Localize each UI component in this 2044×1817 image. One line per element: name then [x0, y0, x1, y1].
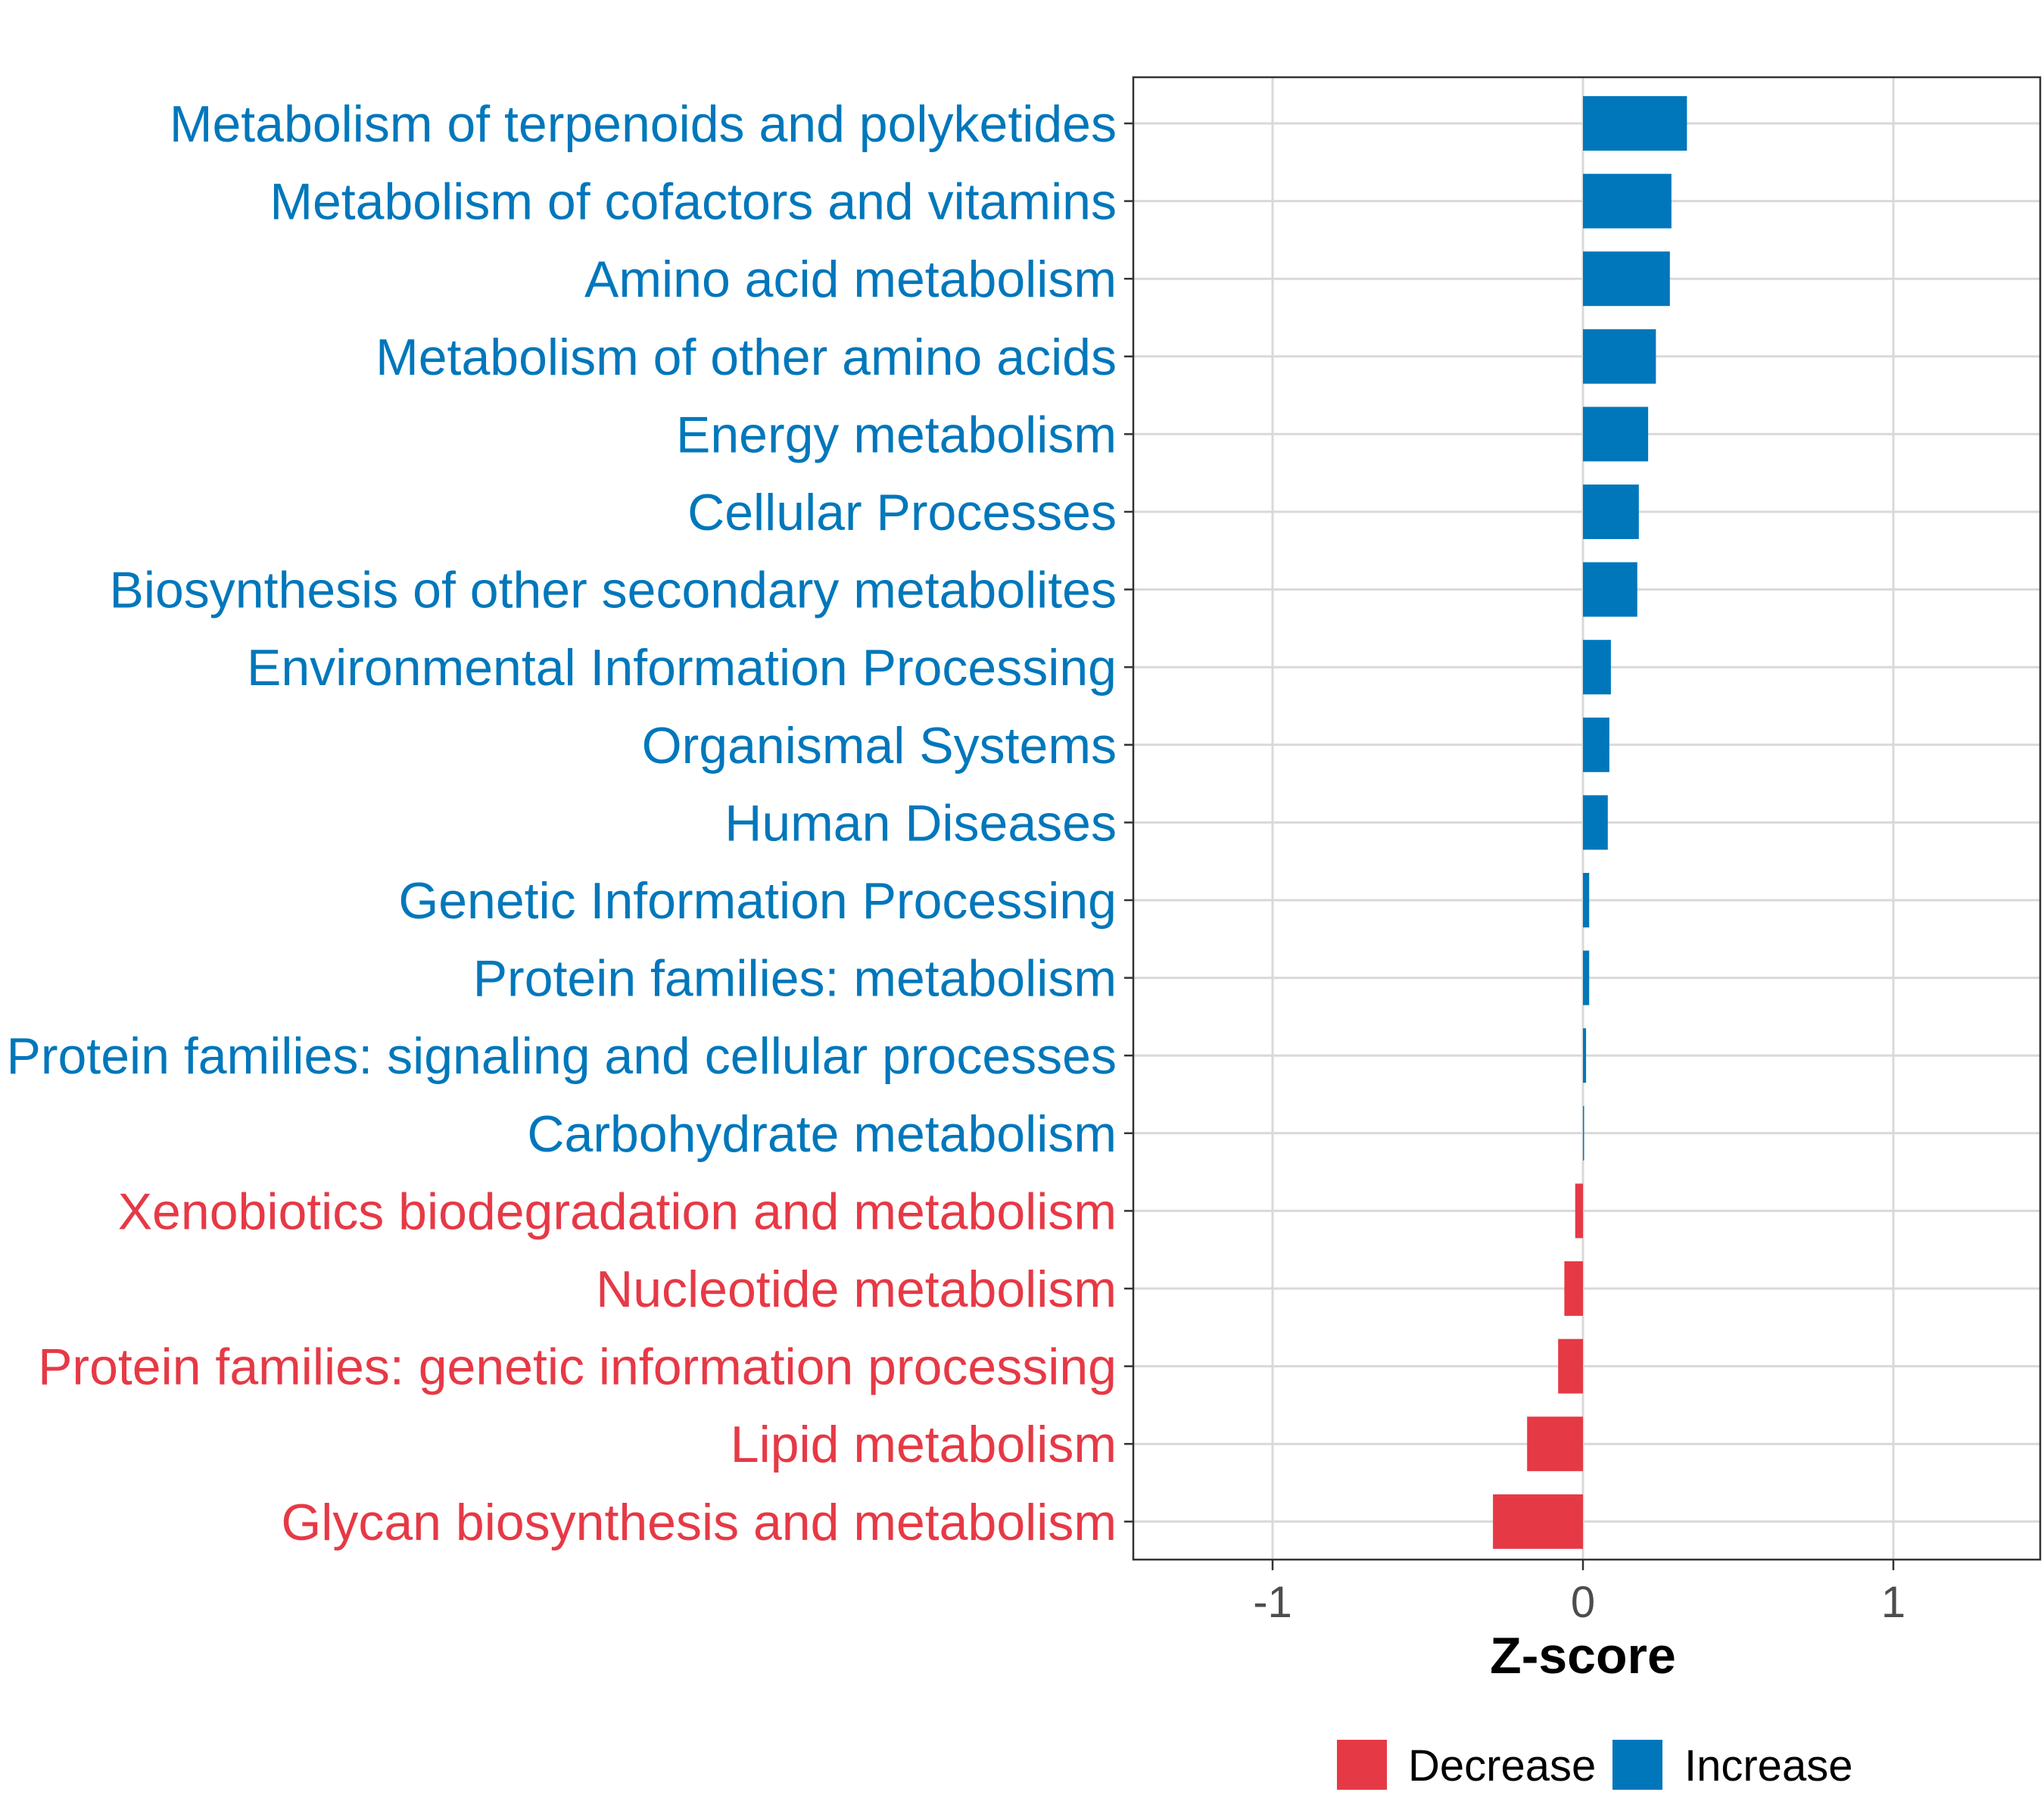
- bar: [1583, 562, 1637, 617]
- x-axis-title: Z-score: [1490, 1627, 1676, 1685]
- category-label: Nucleotide metabolism: [596, 1261, 1117, 1318]
- legend-swatch-decrease: [1337, 1740, 1387, 1790]
- category-label: Cellular Processes: [687, 484, 1117, 541]
- category-label: Glycan biosynthesis and metabolism: [281, 1494, 1117, 1551]
- legend-swatch-increase: [1612, 1740, 1662, 1790]
- category-label: Protein families: metabolism: [473, 950, 1117, 1008]
- x-tick-label: 0: [1571, 1578, 1595, 1627]
- x-tick-label: -1: [1253, 1578, 1292, 1627]
- bar: [1583, 96, 1687, 151]
- category-labels: Metabolism of terpenoids and polyketides…: [6, 95, 1117, 1551]
- category-label: Human Diseases: [724, 794, 1117, 852]
- x-tick-label: 1: [1881, 1578, 1905, 1627]
- bar: [1583, 251, 1670, 307]
- bar: [1583, 950, 1590, 1005]
- category-label: Metabolism of other amino acids: [375, 329, 1117, 386]
- legend-label-decrease: Decrease: [1408, 1741, 1596, 1791]
- plot-panel-border: [1132, 76, 2042, 1561]
- category-label: Protein families: signaling and cellular…: [6, 1027, 1117, 1085]
- bar: [1583, 485, 1639, 539]
- legend: Decrease Increase: [1337, 1740, 1852, 1791]
- bar: [1583, 640, 1611, 695]
- bar: [1583, 1028, 1587, 1083]
- category-label: Organismal Systems: [642, 717, 1117, 774]
- bars: [1493, 96, 1687, 1549]
- axis-ticks: -1 0 1: [1124, 122, 1905, 1627]
- bar: [1564, 1261, 1583, 1316]
- bar: [1583, 173, 1672, 229]
- category-label: Protein families: genetic information pr…: [38, 1339, 1117, 1396]
- category-label: Lipid metabolism: [731, 1416, 1117, 1473]
- category-label: Carbohydrate metabolism: [527, 1105, 1117, 1163]
- bar: [1575, 1183, 1583, 1239]
- bar: [1527, 1417, 1583, 1472]
- legend-label-increase: Increase: [1684, 1741, 1852, 1791]
- bar: [1583, 329, 1656, 384]
- category-label: Biosynthesis of other secondary metaboli…: [110, 562, 1117, 619]
- category-label: Metabolism of terpenoids and polyketides: [170, 95, 1117, 153]
- category-label: Environmental Information Processing: [247, 639, 1117, 697]
- bar: [1583, 795, 1608, 850]
- bar: [1583, 407, 1649, 462]
- category-label: Amino acid metabolism: [584, 251, 1117, 308]
- bar: [1583, 1105, 1584, 1161]
- bar: [1558, 1339, 1583, 1394]
- bar: [1583, 717, 1609, 772]
- bar: [1583, 873, 1590, 927]
- category-label: Energy metabolism: [676, 406, 1117, 463]
- category-label: Genetic Information Processing: [398, 872, 1117, 930]
- category-label: Xenobiotics biodegradation and metabolis…: [118, 1183, 1117, 1240]
- category-label: Metabolism of cofactors and vitamins: [270, 173, 1117, 231]
- bar: [1493, 1494, 1583, 1549]
